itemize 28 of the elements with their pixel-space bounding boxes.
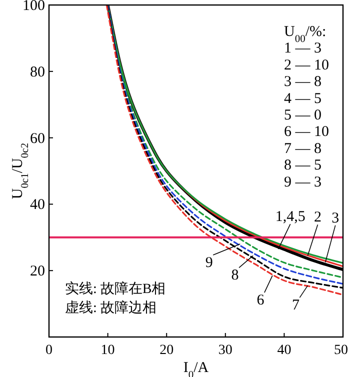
annotation: 8: [231, 268, 239, 284]
annotation: 1,4,5: [275, 209, 306, 226]
annotation: 4 — 5: [284, 90, 322, 107]
annotation: 6: [256, 292, 265, 309]
annotation: 7 — 8: [284, 140, 322, 157]
x-tick-label: 0: [46, 343, 52, 358]
x-tick-label: 50: [334, 343, 348, 358]
annotation: 2: [314, 210, 322, 226]
annotation: 9: [205, 255, 213, 272]
y-tick-label: 60: [30, 130, 45, 147]
y-tick-label: 40: [30, 197, 45, 214]
annotation: 3 — 8: [284, 74, 322, 90]
annotation: 虚线: 故障边相: [65, 300, 156, 316]
annotation: 3: [332, 210, 340, 226]
annotation: 实线: 故障在B相: [65, 281, 166, 297]
y-tick-label: 100: [22, 0, 45, 14]
x-tick-label: 40: [277, 343, 292, 358]
annotation: 5 — 0: [284, 108, 322, 124]
annotation: 7: [292, 298, 300, 314]
x-tick-label: 30: [218, 343, 232, 358]
annotation: 9 — 3: [284, 174, 322, 190]
annotation: 2 — 10: [284, 57, 329, 74]
x-tick-label: 10: [100, 343, 115, 358]
x-tick-label: 20: [160, 343, 174, 358]
annotation: 8 — 5: [284, 158, 322, 174]
y-tick-label: 20: [30, 264, 45, 280]
annotation: 6 — 10: [284, 124, 329, 140]
y-tick-label: 80: [30, 64, 45, 80]
